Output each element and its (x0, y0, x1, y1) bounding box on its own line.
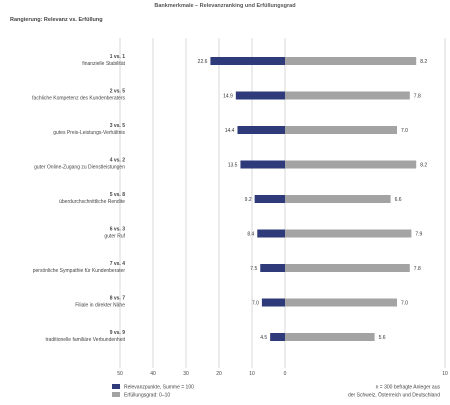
bar-relevance (260, 264, 285, 272)
bar-relevance (270, 333, 285, 341)
category-rank: 5 vs. 8 (110, 192, 126, 198)
category-label: persönliche Sympathie für Kundenberater (33, 268, 126, 274)
axis-tick-left: 0 (284, 371, 287, 377)
footnote-line-2: der Schweiz, Österreich und Deutschland (348, 392, 440, 399)
data-label-fulfilment: 7.8 (414, 94, 421, 100)
category-rank: 3 vs. 5 (110, 123, 126, 129)
bar-relevance (235, 91, 285, 100)
category-rank: 8 vs. 7 (110, 296, 126, 302)
axis-tick-left: 40 (150, 371, 156, 377)
bar-relevance (257, 229, 285, 238)
data-label-relevance: 9.2 (245, 197, 252, 203)
chart-subtitle: Rangierung: Relevanz vs. Erfüllung (10, 17, 103, 23)
bar-fulfilment (285, 126, 397, 134)
data-label-relevance: 13.5 (228, 163, 238, 169)
bar-fulfilment (285, 91, 410, 100)
bar-fulfilment (285, 229, 412, 238)
axis-tick-left: 30 (183, 371, 189, 377)
data-label-fulfilment: 7.8 (414, 266, 421, 272)
bar-fulfilment (285, 264, 410, 272)
bar-fulfilment (285, 333, 375, 341)
category-rank: 1 vs. 1 (110, 54, 126, 60)
legend-swatch-relevance (112, 384, 120, 389)
category-label: finanzielle Stabilität (82, 61, 125, 67)
data-label-fulfilment: 5.6 (379, 335, 386, 341)
bar-relevance (261, 298, 285, 307)
data-label-relevance: 14.4 (225, 128, 235, 134)
data-label-fulfilment: 7.9 (415, 232, 422, 238)
category-label: Filiale in direkter Nähe (75, 303, 125, 309)
bar-fulfilment (285, 57, 417, 65)
chart-title: Bankmerkmale – Relevanzranking und Erfül… (154, 3, 296, 9)
category-rank: 6 vs. 3 (110, 227, 126, 233)
data-label-relevance: 7.5 (250, 266, 257, 272)
data-label-relevance: 8.4 (247, 232, 254, 238)
axis-tick-left: 20 (216, 371, 222, 377)
data-label-relevance: 7.0 (252, 301, 259, 307)
data-label-fulfilment: 7.0 (401, 301, 408, 307)
axis-tick-left: 10 (249, 371, 255, 377)
axis-tick-left: 50 (117, 371, 123, 377)
bar-fulfilment (285, 160, 417, 169)
data-label-fulfilment: 8.2 (420, 163, 427, 169)
data-label-fulfilment: 6.6 (395, 197, 402, 203)
category-label: überdurchschnittliche Rendite (59, 199, 125, 205)
data-label-fulfilment: 7.0 (401, 128, 408, 134)
category-label: gutes Preis-Leistungs-Verhältnis (53, 130, 125, 136)
bar-relevance (210, 57, 285, 65)
bar-fulfilment (285, 195, 391, 203)
category-label: traditionelle familiäre Verbundenheit (46, 337, 126, 343)
axis-tick-right: 10 (442, 371, 448, 377)
category-label: guter Online-Zugang zu Dienstleistungen (34, 165, 125, 171)
legend-swatch-fulfilment (112, 392, 120, 397)
footnote-line-1: n = 300 befragte Anleger aus (376, 385, 441, 391)
category-rank: 2 vs. 5 (110, 89, 126, 95)
bar-relevance (237, 126, 285, 134)
bar-fulfilment (285, 298, 397, 307)
legend-label-fulfilment: Erfüllungsgrad: 0–10 (124, 393, 170, 399)
data-label-fulfilment: 8.2 (420, 59, 427, 65)
category-rank: 4 vs. 2 (110, 158, 126, 164)
category-rank: 7 vs. 4 (110, 261, 126, 267)
data-label-relevance: 14.9 (223, 94, 233, 100)
data-label-relevance: 4.5 (260, 335, 267, 341)
bar-relevance (240, 160, 285, 169)
category-rank: 9 vs. 9 (110, 330, 126, 336)
bar-relevance (254, 195, 285, 203)
data-label-relevance: 22.6 (198, 59, 208, 65)
category-label: fachliche Kompetenz des Kundenberaters (32, 96, 125, 102)
legend-label-relevance: Relevanzpunkte, Summe = 100 (124, 385, 194, 391)
category-label: guter Ruf (104, 234, 125, 240)
